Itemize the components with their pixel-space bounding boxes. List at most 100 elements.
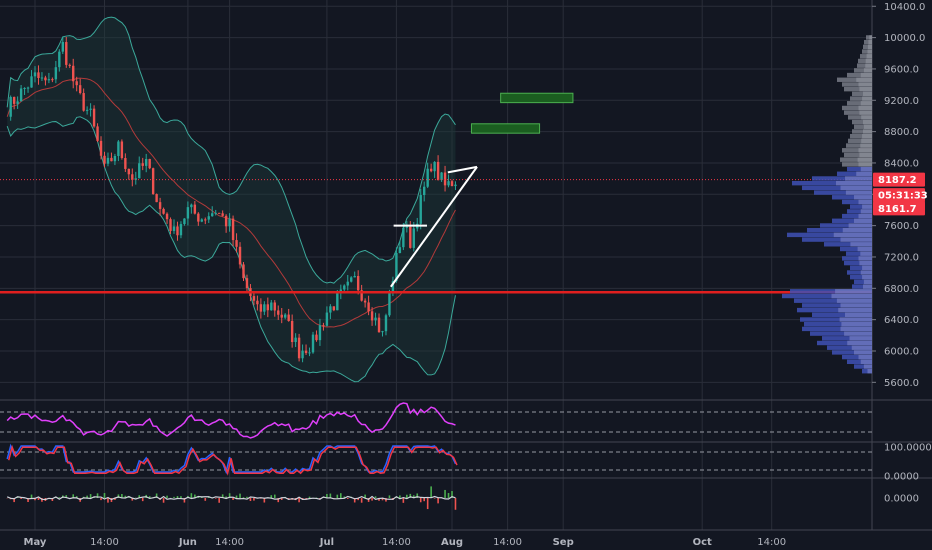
- time-axis: May 14:00 Jun 14:00 Jul 14:00 Aug 14:00 Sep Oct 14…: [24, 537, 787, 548]
- rsi-line: [6, 402, 456, 439]
- candle-body: [131, 174, 134, 180]
- volume-profile-bar-inner: [854, 350, 872, 355]
- candle-body: [426, 168, 429, 187]
- bollinger-fill: [7, 17, 456, 382]
- volume-profile-bar: [850, 133, 872, 139]
- stoch-k-line: [6, 443, 457, 475]
- volume-profile-bar: [844, 152, 872, 158]
- volume-profile-bar-inner: [866, 54, 872, 59]
- volume-profile-bar-inner: [840, 185, 872, 191]
- candle-body: [103, 155, 106, 164]
- candle-body: [44, 77, 47, 81]
- candle-body: [61, 42, 64, 52]
- volume-profile-bar: [850, 274, 872, 280]
- volume-profile-bar-inner: [863, 129, 872, 134]
- price-tick-label: 9600.0: [884, 64, 919, 75]
- price-tag-label-1: 8187.2: [878, 175, 917, 186]
- candle-body: [402, 227, 405, 248]
- candle-body: [47, 79, 51, 81]
- candle-body: [16, 101, 19, 104]
- time-tick-label: 14:00: [90, 537, 119, 548]
- time-tick-label: Oct: [693, 537, 712, 548]
- volume-profile-bar: [847, 359, 872, 365]
- candle-body: [245, 278, 249, 289]
- candle-body: [398, 247, 402, 254]
- candle-body: [221, 213, 224, 216]
- candle-body: [211, 213, 214, 217]
- time-tick-label: 14:00: [382, 537, 411, 548]
- candle-body: [65, 42, 68, 65]
- candle-body: [113, 156, 117, 162]
- candle-body: [92, 108, 96, 127]
- time-tick-label: Sep: [553, 537, 574, 548]
- volume-profile-bar: [822, 336, 872, 341]
- volume-profile-bar: [790, 289, 872, 294]
- volume-profile-bar: [854, 279, 872, 285]
- candle-body: [301, 350, 304, 359]
- volume-profile-bar-inner: [862, 96, 872, 101]
- volume-profile-bar-inner: [860, 101, 872, 106]
- candle-body: [197, 213, 200, 222]
- volume-profile-bar-inner: [849, 336, 872, 341]
- candle-body: [363, 300, 367, 303]
- candle-body: [273, 302, 276, 311]
- macd-line: [6, 495, 456, 501]
- volume-profile-bar: [807, 227, 872, 233]
- stoch-tick-label: 0.0000: [884, 472, 919, 483]
- candle-body: [450, 181, 454, 187]
- candle-body: [176, 226, 179, 236]
- volume-profile-bar-inner: [857, 246, 872, 252]
- candle-body: [89, 108, 92, 110]
- volume-profile-bar-inner: [862, 274, 872, 280]
- volume-profile-bar-inner: [860, 209, 872, 214]
- candle-body: [33, 72, 37, 77]
- volume-profile-bar-inner: [858, 148, 872, 153]
- volume-profile-bar-inner: [850, 242, 872, 247]
- candle-body: [308, 352, 311, 354]
- volume-profile-bar: [854, 68, 872, 73]
- time-tick-label: 14:00: [493, 537, 522, 548]
- price-tick-label: 10000.0: [884, 33, 925, 44]
- volume-profile-bar-inner: [859, 110, 872, 115]
- volume-profile-bar: [810, 331, 872, 336]
- volume-profile-bar-inner: [859, 260, 872, 266]
- candle-body: [280, 314, 283, 318]
- candle-body: [68, 64, 71, 66]
- price-tick-label: 5600.0: [884, 378, 919, 389]
- volume-profile-bar-inner: [838, 307, 872, 313]
- candle-body: [381, 331, 384, 333]
- candle-body: [106, 157, 110, 164]
- candle-body: [169, 219, 172, 231]
- price-tick-label: 6800.0: [884, 284, 919, 295]
- time-tick-label: Aug: [441, 537, 463, 548]
- candle-body: [183, 218, 186, 225]
- volume-profile-bar: [846, 251, 872, 256]
- volume-profile-bar-inner: [836, 180, 872, 186]
- trendline-1: [390, 166, 478, 288]
- volume-profile-bar: [802, 303, 872, 308]
- volume-profile-bar: [802, 326, 872, 332]
- volume-profile-bar: [787, 232, 872, 238]
- price-tick-label: 8800.0: [884, 127, 919, 138]
- candle-body: [447, 181, 450, 186]
- volume-profile-bar: [850, 265, 872, 270]
- candle-body: [353, 275, 356, 278]
- volume-profile-bar: [794, 298, 872, 303]
- volume-profile-bar: [857, 63, 872, 68]
- candle-body: [207, 216, 210, 220]
- price-tick-label: 9200.0: [884, 96, 919, 107]
- candle-body: [332, 306, 336, 311]
- volume-profile-bar-inner: [851, 345, 872, 350]
- volume-profile-bar: [832, 350, 872, 355]
- volume-profile-bar-inner: [840, 326, 872, 332]
- candle-body: [99, 140, 103, 156]
- candle-body: [165, 213, 169, 220]
- volume-profile-bar-inner: [859, 86, 872, 92]
- candle-body: [388, 291, 391, 316]
- candle-body: [284, 314, 287, 318]
- volume-profile-bar-inner: [854, 218, 872, 223]
- trendline-2: [447, 165, 478, 174]
- volume-profile-bar-inner: [867, 49, 872, 54]
- stoch-tick-label: 100.0000: [884, 443, 932, 454]
